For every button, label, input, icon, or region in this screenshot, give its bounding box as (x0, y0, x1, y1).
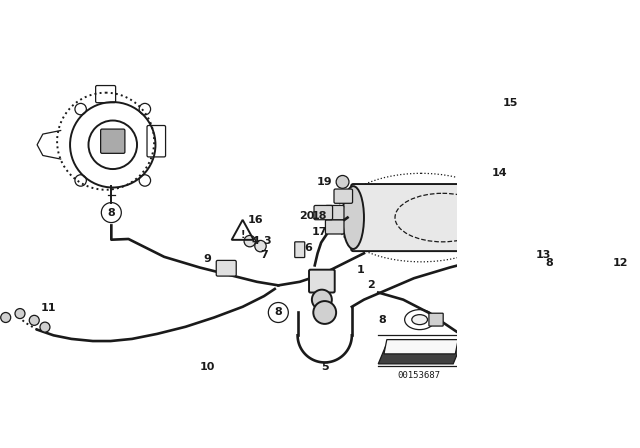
Text: 1: 1 (356, 265, 364, 275)
Text: 13: 13 (536, 250, 552, 260)
Polygon shape (378, 347, 460, 364)
Text: 17: 17 (312, 227, 328, 237)
Polygon shape (384, 340, 458, 354)
Text: 4: 4 (252, 236, 259, 246)
Text: 00153687: 00153687 (397, 371, 440, 380)
Text: 12: 12 (613, 258, 628, 267)
Text: 11: 11 (41, 303, 56, 313)
FancyBboxPatch shape (334, 189, 353, 203)
Circle shape (29, 315, 39, 325)
Text: 14: 14 (492, 168, 508, 177)
Circle shape (255, 241, 266, 252)
Text: 16: 16 (248, 215, 263, 225)
Text: 7: 7 (260, 250, 268, 260)
Text: 5: 5 (321, 362, 328, 372)
FancyBboxPatch shape (325, 220, 344, 234)
Ellipse shape (478, 186, 500, 249)
Text: 8: 8 (378, 314, 386, 325)
Text: 10: 10 (199, 362, 214, 372)
FancyBboxPatch shape (100, 129, 125, 153)
FancyBboxPatch shape (216, 260, 236, 276)
Circle shape (314, 301, 336, 324)
Circle shape (1, 313, 11, 323)
Text: 18: 18 (312, 211, 328, 221)
Ellipse shape (412, 314, 428, 325)
Text: 8: 8 (275, 307, 282, 318)
FancyBboxPatch shape (325, 206, 344, 220)
Circle shape (40, 322, 50, 332)
Text: 6: 6 (305, 243, 312, 253)
Text: 8: 8 (546, 258, 554, 267)
FancyBboxPatch shape (314, 206, 333, 220)
Text: !: ! (241, 230, 245, 241)
Text: 3: 3 (263, 236, 271, 246)
Circle shape (336, 176, 349, 188)
FancyBboxPatch shape (351, 184, 491, 251)
Text: 8: 8 (108, 207, 115, 218)
Circle shape (535, 101, 550, 116)
Text: 20: 20 (299, 211, 315, 221)
Text: 19: 19 (317, 177, 333, 187)
Text: 15: 15 (502, 99, 518, 108)
Text: 2: 2 (367, 280, 375, 290)
Circle shape (15, 309, 25, 319)
FancyBboxPatch shape (309, 270, 335, 293)
FancyBboxPatch shape (532, 250, 556, 265)
Circle shape (312, 290, 332, 310)
FancyBboxPatch shape (295, 242, 305, 258)
Text: 9: 9 (203, 254, 211, 264)
Circle shape (244, 235, 255, 247)
FancyBboxPatch shape (429, 313, 443, 326)
Ellipse shape (342, 186, 364, 249)
FancyBboxPatch shape (504, 169, 536, 189)
